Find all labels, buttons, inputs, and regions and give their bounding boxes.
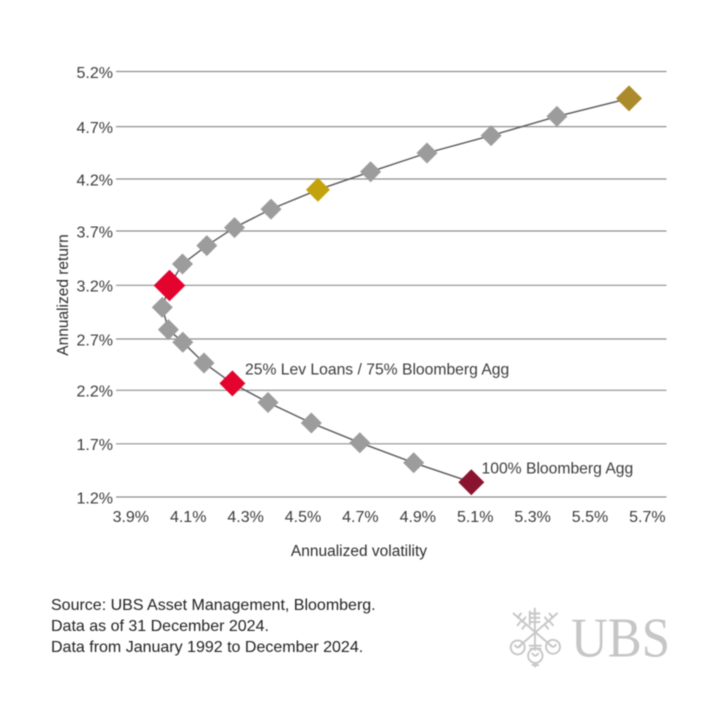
svg-text:UBS: UBS xyxy=(571,607,670,669)
svg-text:5.7%: 5.7% xyxy=(629,509,665,526)
svg-text:4.2%: 4.2% xyxy=(77,172,113,189)
svg-text:3.7%: 3.7% xyxy=(77,224,113,241)
svg-text:5.3%: 5.3% xyxy=(514,509,550,526)
svg-text:4.7%: 4.7% xyxy=(342,509,378,526)
svg-text:3.2%: 3.2% xyxy=(77,279,113,296)
svg-text:Data from January 1992 to Dece: Data from January 1992 to December 2024. xyxy=(51,639,363,656)
svg-text:4.1%: 4.1% xyxy=(170,509,206,526)
svg-text:2.2%: 2.2% xyxy=(77,384,113,401)
svg-text:Annualized volatility: Annualized volatility xyxy=(291,543,427,560)
svg-text:100% Bloomberg Agg: 100% Bloomberg Agg xyxy=(482,461,634,478)
svg-text:Data as of 31 December 2024.: Data as of 31 December 2024. xyxy=(51,618,269,635)
svg-text:3.9%: 3.9% xyxy=(113,509,149,526)
svg-text:4.7%: 4.7% xyxy=(77,120,113,137)
svg-text:4.3%: 4.3% xyxy=(227,509,263,526)
svg-text:4.9%: 4.9% xyxy=(400,509,436,526)
svg-text:Annualized return: Annualized return xyxy=(55,234,72,356)
svg-text:5.2%: 5.2% xyxy=(77,65,113,82)
svg-text:5.5%: 5.5% xyxy=(572,509,608,526)
svg-text:4.5%: 4.5% xyxy=(285,509,321,526)
svg-text:5.1%: 5.1% xyxy=(457,509,493,526)
svg-text:25% Lev Loans / 75% Bloomberg: 25% Lev Loans / 75% Bloomberg Agg xyxy=(245,362,509,379)
svg-text:2.7%: 2.7% xyxy=(77,332,113,349)
svg-text:1.7%: 1.7% xyxy=(77,437,113,454)
svg-text:1.2%: 1.2% xyxy=(77,490,113,507)
svg-text:Source: UBS Asset Management,: Source: UBS Asset Management, Bloomberg. xyxy=(51,597,376,614)
